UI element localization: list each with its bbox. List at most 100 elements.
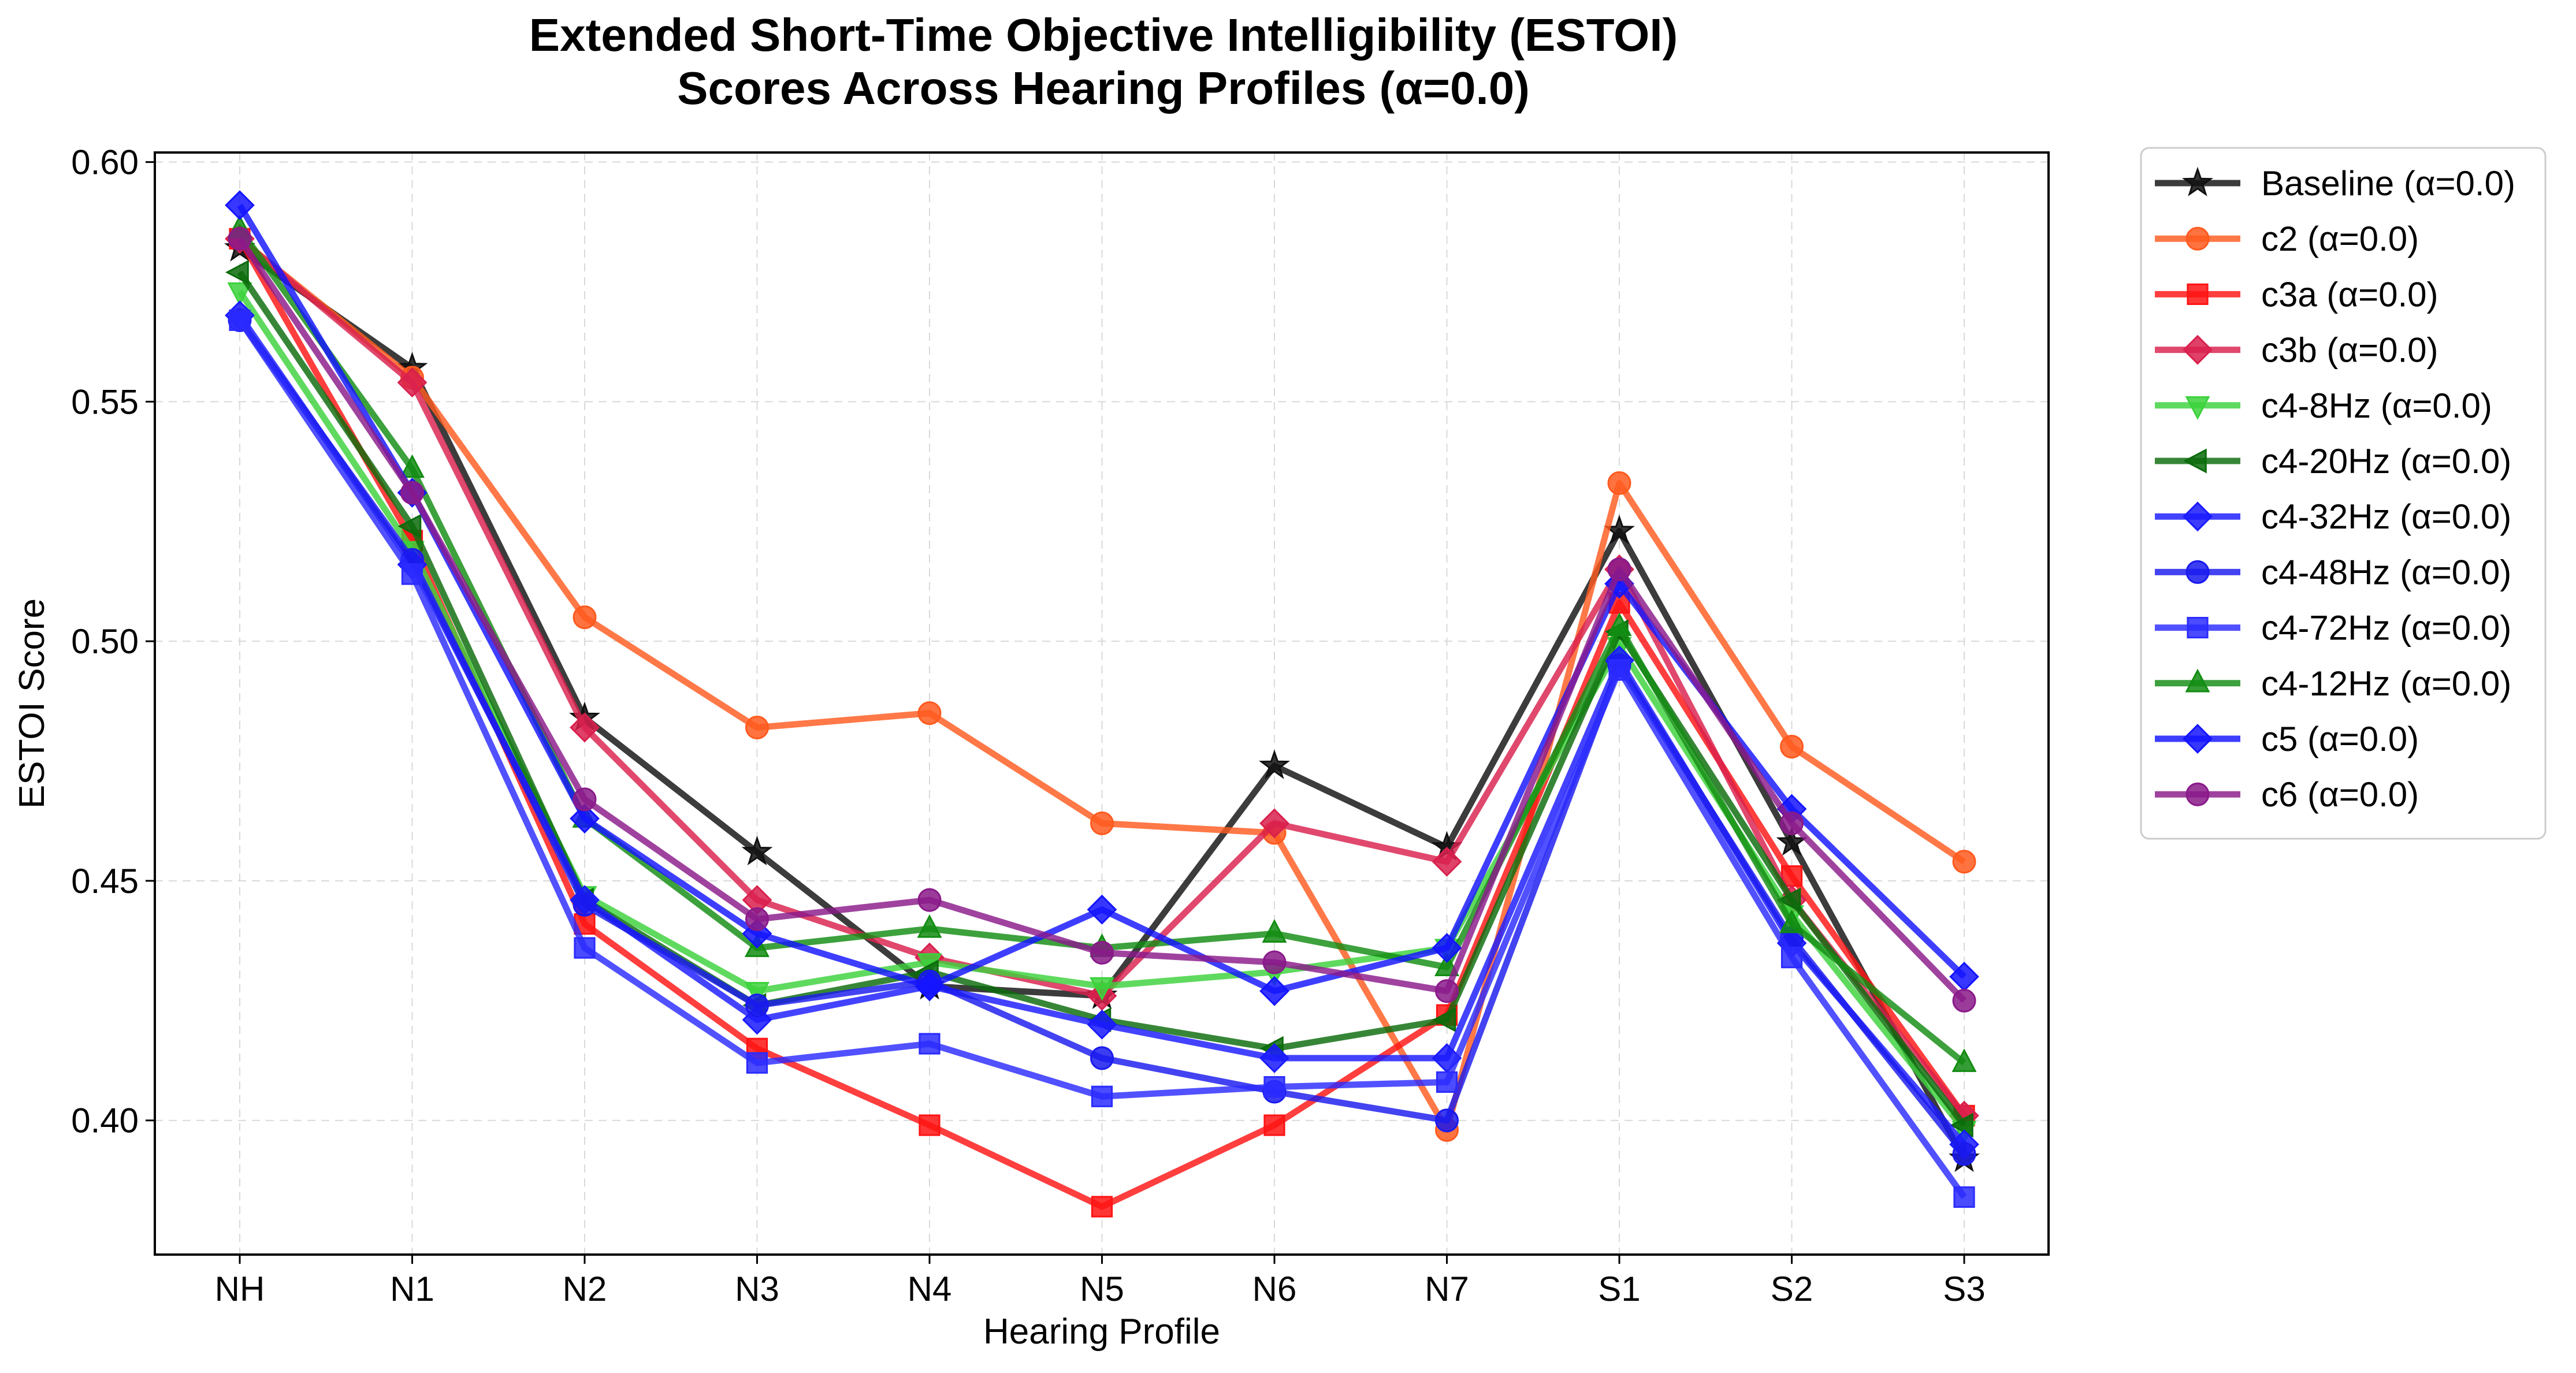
data-point-c4-72hz-s2 [1780, 947, 1803, 969]
data-point-c4-20hz-s3 [1949, 1112, 1973, 1138]
data-point-baseline-n3 [741, 835, 773, 866]
data-point-c6-n2 [573, 787, 597, 812]
series-c6 [228, 226, 1976, 1013]
legend-item-c4-12hz: c4-12Hz (α=0.0) [2155, 664, 2511, 703]
x-tick-label-n2: N2 [563, 1270, 607, 1308]
data-point-c4-72hz-n4 [919, 1033, 941, 1055]
legend-item-c4-48hz: c4-48Hz (α=0.0) [2155, 553, 2511, 591]
y-tick-label: 0.55 [71, 382, 139, 421]
axis-layer: NH N1 N2 N3 N4 N5 N6 N7 S1 S2 S3 0.40 0.45 0.50 0.55 0.… [71, 143, 1985, 1308]
legend-marker [2187, 617, 2209, 639]
x-tick-label-s2: S2 [1771, 1270, 1813, 1308]
legend-box [2140, 147, 2547, 840]
legend-item-c5: c5 (α=0.0) [2155, 720, 2419, 758]
legend-item-baseline: Baseline (α=0.0) [2155, 164, 2515, 203]
data-point-c3a-n4 [919, 1114, 941, 1136]
legend-item-c4-8hz: c4-8Hz (α=0.0) [2155, 386, 2492, 425]
data-point-c4-72hz-n5 [1091, 1085, 1113, 1107]
data-point-baseline-n6 [1259, 749, 1290, 779]
data-point-c4-12hz-s3 [1951, 1048, 1977, 1072]
legend: Baseline (α=0.0) c2 (α=0.0) c3a (α=0.0) c3b… [2140, 147, 2547, 840]
data-point-c5-n7 [1432, 933, 1462, 963]
legend-item-c4-32hz: c4-32Hz (α=0.0) [2155, 497, 2511, 536]
legend-marker [2187, 283, 2209, 305]
data-point-c2-s3 [1952, 850, 1976, 874]
legend-item-c6: c6 (α=0.0) [2155, 775, 2419, 814]
x-tick-label-n4: N4 [908, 1270, 952, 1308]
legend-item-c4-20hz: c4-20Hz (α=0.0) [2155, 442, 2511, 481]
data-point-c4-48hz-s3 [1952, 1142, 1976, 1166]
legend-marker [2185, 226, 2210, 251]
data-point-c3b-n6 [1259, 808, 1289, 839]
x-tick-label-n3: N3 [735, 1270, 779, 1308]
legend-label: c4-72Hz (α=0.0) [2261, 609, 2511, 648]
x-tick-label-n5: N5 [1080, 1270, 1124, 1308]
y-tick-label: 0.40 [71, 1102, 139, 1140]
data-point-c4-20hz-n7 [1432, 1007, 1456, 1032]
x-tick-label-s3: S3 [1943, 1270, 1985, 1308]
y-tick-label: 0.50 [71, 622, 139, 661]
chart-title-line-2: Scores Across Hearing Profiles (α=0.0) [677, 62, 1530, 114]
data-point-c4-72hz-n2 [574, 937, 596, 959]
data-point-c4-32hz-n5 [1087, 1009, 1117, 1040]
data-point-c4-72hz-n6 [1263, 1076, 1285, 1098]
data-point-c6-n4 [917, 888, 942, 912]
data-point-c4-72hz-nh [229, 309, 251, 331]
data-point-c6-s2 [1780, 811, 1804, 835]
legend-item-c2: c2 (α=0.0) [2155, 219, 2419, 258]
data-point-c4-12hz-n1 [400, 454, 425, 478]
data-point-c4-48hz-n7 [1435, 1108, 1459, 1133]
legend-label: c3a (α=0.0) [2261, 275, 2439, 314]
data-point-c2-s2 [1780, 735, 1804, 759]
data-point-c6-s1 [1607, 557, 1631, 582]
data-point-c4-20hz-n1 [397, 514, 422, 539]
data-point-c4-12hz-s1 [1607, 612, 1632, 637]
legend-label: c4-12Hz (α=0.0) [2261, 664, 2511, 703]
x-tick-label-n1: N1 [390, 1270, 434, 1308]
x-tick-label-s1: S1 [1598, 1270, 1640, 1308]
data-point-c4-8hz-nh [227, 282, 252, 306]
legend-marker [2185, 396, 2210, 420]
data-point-c5-nh [225, 190, 255, 221]
legend-label: c5 (α=0.0) [2261, 720, 2419, 758]
chart-title-line-1: Extended Short-Time Objective Intelligib… [529, 9, 1678, 61]
data-point-c4-12hz-n6 [1262, 919, 1287, 943]
data-point-c4-48hz-n2 [573, 892, 597, 917]
data-point-c6-n3 [745, 907, 769, 931]
data-point-c4-72hz-s3 [1953, 1186, 1975, 1208]
data-point-c4-12hz-s2 [1779, 909, 1804, 933]
legend-marker [2183, 334, 2213, 365]
data-point-c5-n4 [915, 971, 945, 1002]
x-tick-label-n6: N6 [1252, 1270, 1297, 1308]
legend-label: c4-32Hz (α=0.0) [2261, 497, 2511, 536]
legend-marker [2183, 448, 2207, 474]
data-point-c3b-n7 [1432, 846, 1462, 877]
data-point-c5-n5 [1087, 894, 1117, 925]
data-point-c5-n2 [570, 803, 600, 834]
data-point-c3b-n1 [397, 367, 428, 398]
legend-label: Baseline (α=0.0) [2261, 164, 2515, 203]
series-c4-72hz [229, 309, 1975, 1208]
x-axis-label: Hearing Profile [983, 1312, 1220, 1352]
legend-marker [2183, 501, 2213, 532]
data-point-c4-72hz-n3 [746, 1052, 768, 1074]
y-axis-label: ESTOI Score [12, 598, 52, 809]
data-point-c6-nh [228, 226, 252, 251]
legend-label: c6 (α=0.0) [2261, 775, 2419, 814]
legend-marker [2182, 166, 2213, 196]
data-point-c4-48hz-n5 [1090, 1046, 1114, 1070]
data-point-c6-n7 [1435, 979, 1459, 1003]
legend-label: c4-20Hz (α=0.0) [2261, 442, 2511, 481]
x-tick-label-n7: N7 [1425, 1270, 1469, 1308]
data-point-c4-20hz-s2 [1777, 887, 1801, 913]
y-tick-label: 0.45 [71, 862, 139, 901]
data-point-c6-n6 [1262, 950, 1287, 974]
data-point-c6-n5 [1090, 940, 1114, 965]
data-point-c4-72hz-s1 [1608, 659, 1630, 681]
legend-item-c3b: c3b (α=0.0) [2155, 331, 2439, 370]
legend-marker [2185, 782, 2210, 806]
data-point-baseline-s2 [1776, 826, 1808, 856]
data-point-c4-12hz-n4 [917, 914, 942, 938]
data-point-c2-n3 [745, 715, 769, 739]
